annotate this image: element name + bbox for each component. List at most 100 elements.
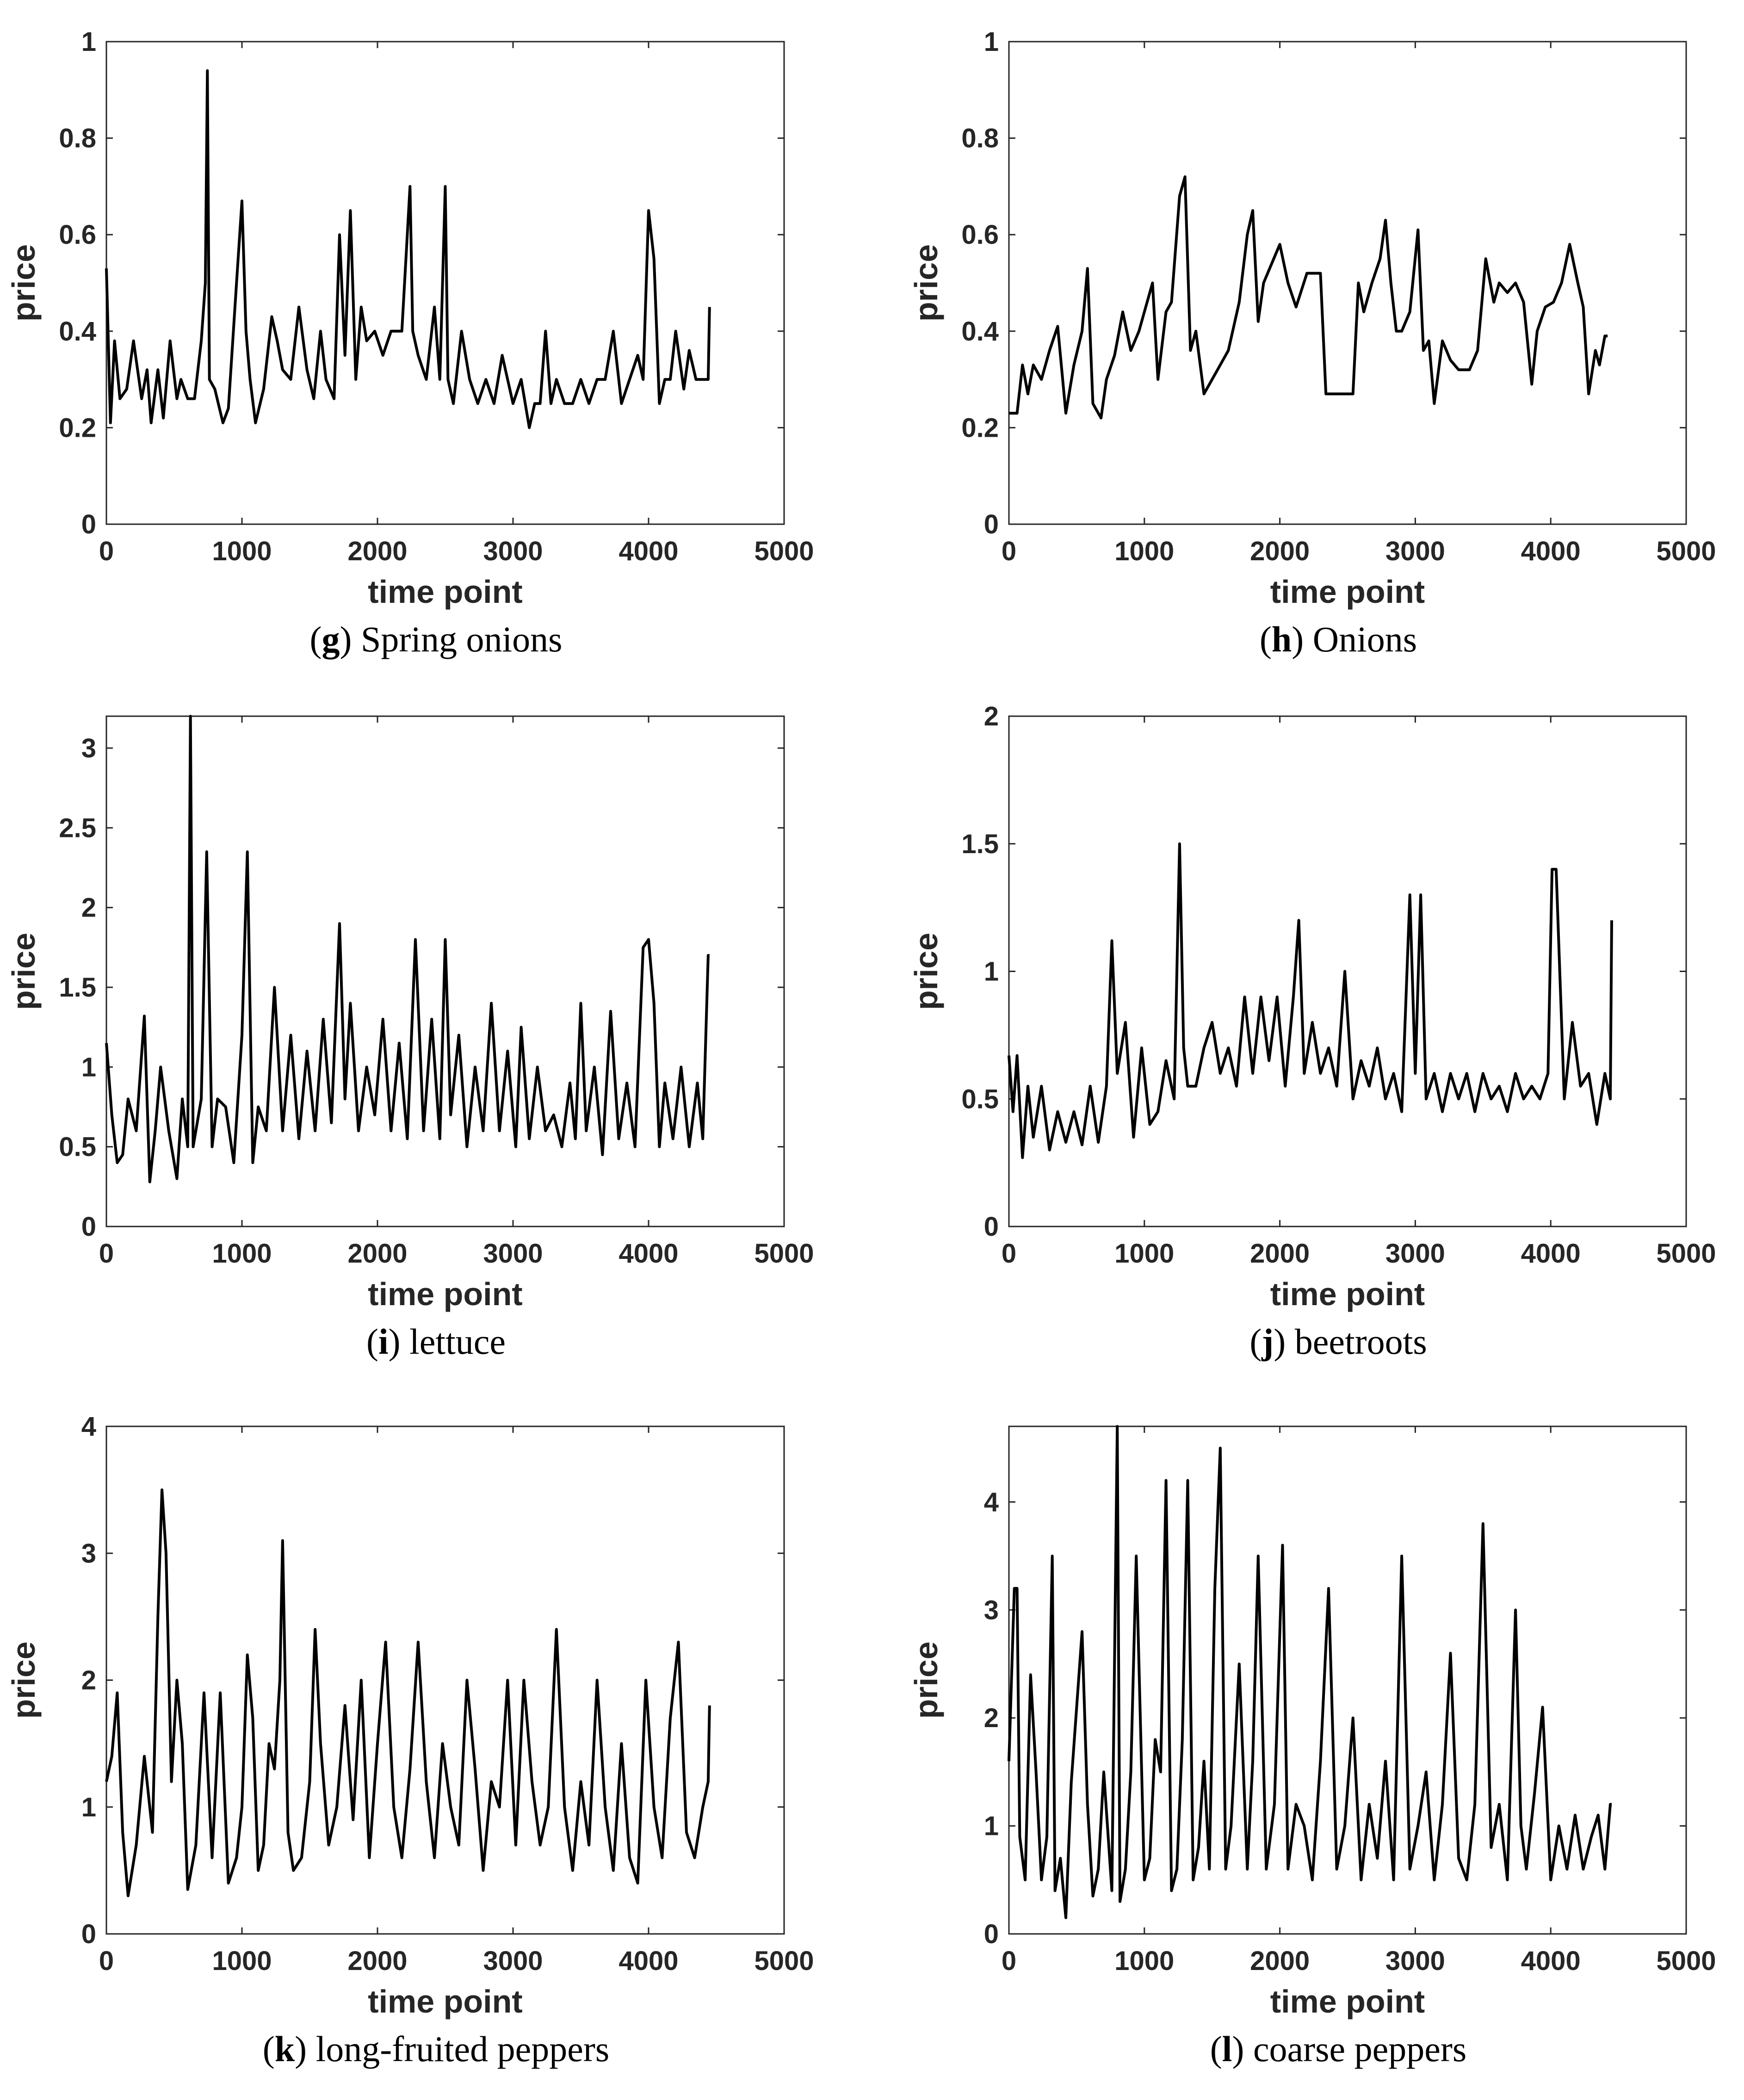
y-tick-label: 4 [81, 1412, 96, 1442]
caption-letter: h [1272, 619, 1292, 659]
x-tick-label: 1000 [212, 1239, 272, 1269]
plot-frame [105, 1425, 785, 1935]
y-axis-label: price [6, 1642, 42, 1719]
caption-close-paren: ) [1274, 1321, 1294, 1362]
y-tick-label: 0.6 [961, 220, 999, 250]
x-tick-label: 5000 [1656, 1239, 1716, 1269]
chart-panel-g: 0 1000 2000 3000 4000 5000 0 0.2 0.4 0.6 0.8 1 time … [6, 27, 814, 659]
chart-panel-k: 0 1000 2000 3000 4000 5000 0 1 2 3 4 time point pric… [6, 1412, 814, 2069]
x-tick-label: 0 [1002, 1946, 1016, 1976]
x-axis-label: time point [368, 1276, 522, 1312]
caption-letter: k [275, 2029, 295, 2069]
x-tick-label: 3000 [1385, 536, 1445, 566]
panel-caption: (h) Onions [1260, 619, 1417, 659]
panel-caption: (l) coarse peppers [1210, 2029, 1466, 2069]
caption-close-paren: ) [1292, 619, 1312, 659]
caption-close-paren: ) [1232, 2029, 1253, 2069]
x-tick-label: 5000 [1656, 1946, 1716, 1976]
x-axis-label: time point [1270, 574, 1425, 610]
caption-letter: l [1222, 2029, 1232, 2069]
x-tick-label: 2000 [1250, 1239, 1310, 1269]
y-tick-label: 1 [81, 1792, 96, 1822]
y-tick-label: 0.6 [59, 220, 96, 250]
y-tick-label: 1.5 [961, 829, 999, 859]
x-tick-label: 2000 [1250, 536, 1310, 566]
x-tick-label: 5000 [754, 1946, 814, 1976]
x-tick-label: 0 [99, 1239, 114, 1269]
plot-frame [105, 715, 785, 1227]
y-tick-label: 0.5 [59, 1132, 96, 1162]
series-line-price [1009, 175, 1608, 420]
caption-letter: i [378, 1321, 389, 1362]
chart-panel-h: 0 1000 2000 3000 4000 5000 0 0.2 0.4 0.6 0.8 1 time … [908, 27, 1716, 659]
y-tick-label: 2 [81, 893, 96, 923]
y-tick-label: 0.8 [59, 124, 96, 154]
chart-panel-l: 0 1000 2000 3000 4000 5000 0 1 2 3 4 time point pric… [908, 1425, 1716, 2069]
x-tick-label: 2000 [347, 536, 407, 566]
y-tick-label: 0 [984, 1919, 999, 1949]
panel-caption: (k) long-fruited peppers [263, 2029, 610, 2069]
chart-panel-i: 0 1000 2000 3000 4000 5000 0 0.5 1 1.5 2 2.5 3 time p… [6, 715, 814, 1362]
y-tick-label: 0 [81, 1212, 96, 1242]
x-tick-label: 4000 [1521, 536, 1581, 566]
y-tick-label: 2 [81, 1666, 96, 1696]
caption-open-paren: ( [263, 2029, 275, 2069]
x-tick-label: 4000 [618, 1239, 678, 1269]
x-axis-label: time point [1270, 1276, 1425, 1312]
caption-text: long-fruited peppers [316, 2029, 610, 2069]
x-tick-label: 3000 [483, 1946, 543, 1976]
y-tick-label: 2 [984, 1703, 999, 1733]
x-tick-label: 0 [99, 1946, 114, 1976]
y-axis-label: price [6, 244, 42, 322]
x-tick-label: 5000 [1656, 536, 1716, 566]
x-axis-label: time point [368, 1983, 522, 2019]
y-axis-label: price [6, 933, 42, 1010]
y-tick-label: 1 [81, 1052, 96, 1082]
y-tick-label: 0.2 [961, 413, 999, 443]
y-tick-label: 0.4 [961, 316, 999, 347]
y-axis-label: price [908, 244, 944, 322]
y-tick-label: 1 [984, 957, 999, 987]
y-tick-label: 0.4 [59, 316, 96, 347]
caption-text: coarse peppers [1253, 2029, 1466, 2069]
y-tick-label: 3 [81, 733, 96, 763]
y-tick-label: 3 [81, 1538, 96, 1568]
caption-letter: j [1261, 1321, 1274, 1362]
y-tick-label: 0 [81, 509, 96, 539]
caption-open-paren: ( [1210, 2029, 1222, 2069]
x-tick-label: 2000 [347, 1239, 407, 1269]
series-line-price [1008, 842, 1613, 1159]
series-line-price [105, 1488, 711, 1897]
y-tick-label: 0.2 [59, 413, 96, 443]
caption-open-paren: ( [366, 1321, 378, 1362]
caption-close-paren: ) [295, 2029, 315, 2069]
y-axis-label: price [908, 933, 944, 1010]
y-tick-label: 2 [984, 701, 999, 731]
panel-caption: (j) beetroots [1249, 1321, 1427, 1362]
y-tick-label: 1 [984, 27, 999, 57]
y-tick-label: 0.8 [961, 124, 999, 154]
x-axis-label: time point [1270, 1983, 1425, 2019]
x-tick-label: 3000 [1385, 1239, 1445, 1269]
caption-close-paren: ) [389, 1321, 409, 1362]
caption-close-paren: ) [340, 619, 360, 659]
x-tick-label: 5000 [754, 1239, 814, 1269]
x-tick-label: 1000 [1114, 536, 1174, 566]
x-axis-label: time point [368, 574, 522, 610]
x-tick-label: 0 [99, 536, 114, 566]
caption-text: beetroots [1295, 1321, 1427, 1362]
y-tick-label: 4 [984, 1487, 999, 1517]
y-tick-label: 0 [984, 1212, 999, 1242]
x-tick-label: 4000 [1521, 1239, 1581, 1269]
x-tick-label: 2000 [1250, 1946, 1310, 1976]
y-tick-label: 3 [984, 1595, 999, 1625]
x-tick-label: 1000 [212, 536, 272, 566]
y-axis-label: price [908, 1642, 944, 1719]
y-tick-label: 2.5 [59, 813, 96, 843]
caption-text: lettuce [409, 1321, 506, 1362]
x-tick-label: 3000 [483, 536, 543, 566]
x-tick-label: 4000 [618, 536, 678, 566]
x-tick-label: 3000 [1385, 1946, 1445, 1976]
caption-open-paren: ( [1249, 1321, 1262, 1362]
